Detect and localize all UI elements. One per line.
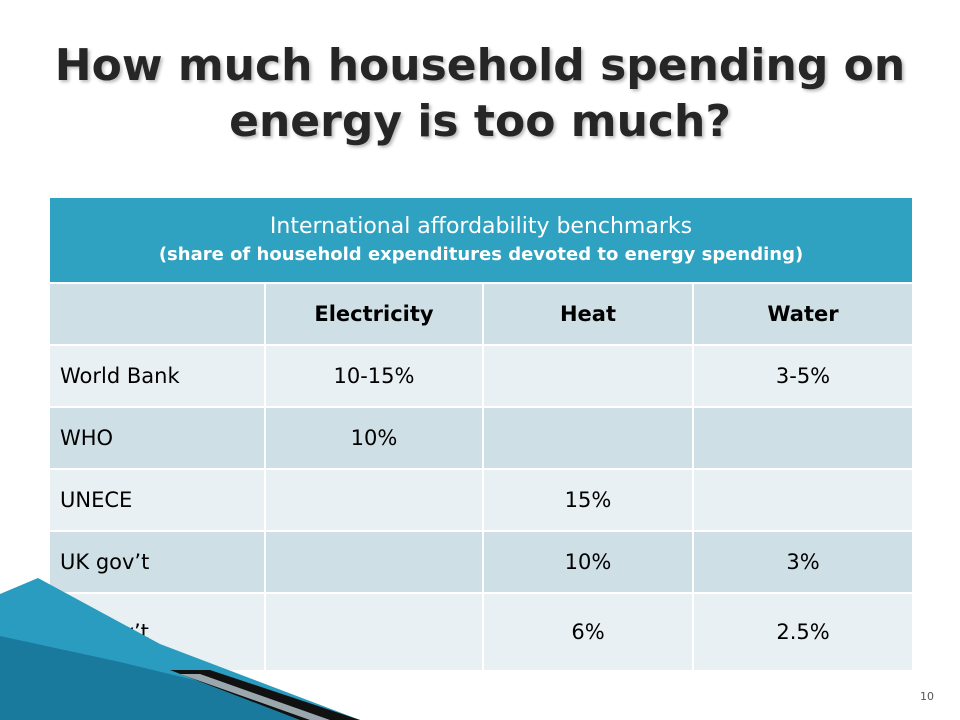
column-header-empty: [48, 282, 266, 346]
electricity-cell: [264, 530, 484, 594]
water-cell: 3-5%: [691, 344, 915, 408]
table-header-subtitle: (share of household expenditures devoted…: [158, 244, 804, 265]
row-label: UK gov’t: [48, 530, 266, 594]
heat-cell: [482, 344, 694, 408]
slide-number: 10: [920, 690, 934, 703]
slide-title: How much household spending on energy is…: [54, 40, 906, 147]
electricity-cell: [264, 468, 484, 532]
table-header: International affordability benchmarks (…: [47, 196, 915, 284]
water-cell: [691, 406, 915, 470]
heat-cell: 6%: [482, 592, 694, 672]
electricity-cell: 10%: [264, 406, 484, 470]
table-row: UNECE 15%: [48, 468, 915, 532]
table-row: UK gov’t 10% 3%: [48, 530, 915, 594]
decorative-swoosh: [0, 578, 360, 720]
heat-cell: [482, 406, 694, 470]
table-header-title: International affordability benchmarks: [269, 214, 693, 239]
column-header-electricity: Electricity: [264, 282, 484, 346]
row-label: UNECE: [48, 468, 266, 532]
heat-cell: 15%: [482, 468, 694, 532]
column-header-row: Electricity Heat Water: [48, 282, 915, 346]
column-header-water: Water: [691, 282, 915, 346]
heat-cell: 10%: [482, 530, 694, 594]
electricity-cell: 10-15%: [264, 344, 484, 408]
water-cell: [691, 468, 915, 532]
water-cell: 2.5%: [691, 592, 915, 672]
row-label: World Bank: [48, 344, 266, 408]
table-row: World Bank 10-15% 3-5%: [48, 344, 915, 408]
column-header-heat: Heat: [482, 282, 694, 346]
water-cell: 3%: [691, 530, 915, 594]
table-row: WHO 10%: [48, 406, 915, 470]
benchmarks-table: International affordability benchmarks (…: [47, 196, 915, 672]
row-label: WHO: [48, 406, 266, 470]
swoosh-grey-stroke: [180, 674, 330, 720]
electricity-cell: [264, 592, 484, 672]
table-header-row: International affordability benchmarks (…: [47, 196, 915, 284]
